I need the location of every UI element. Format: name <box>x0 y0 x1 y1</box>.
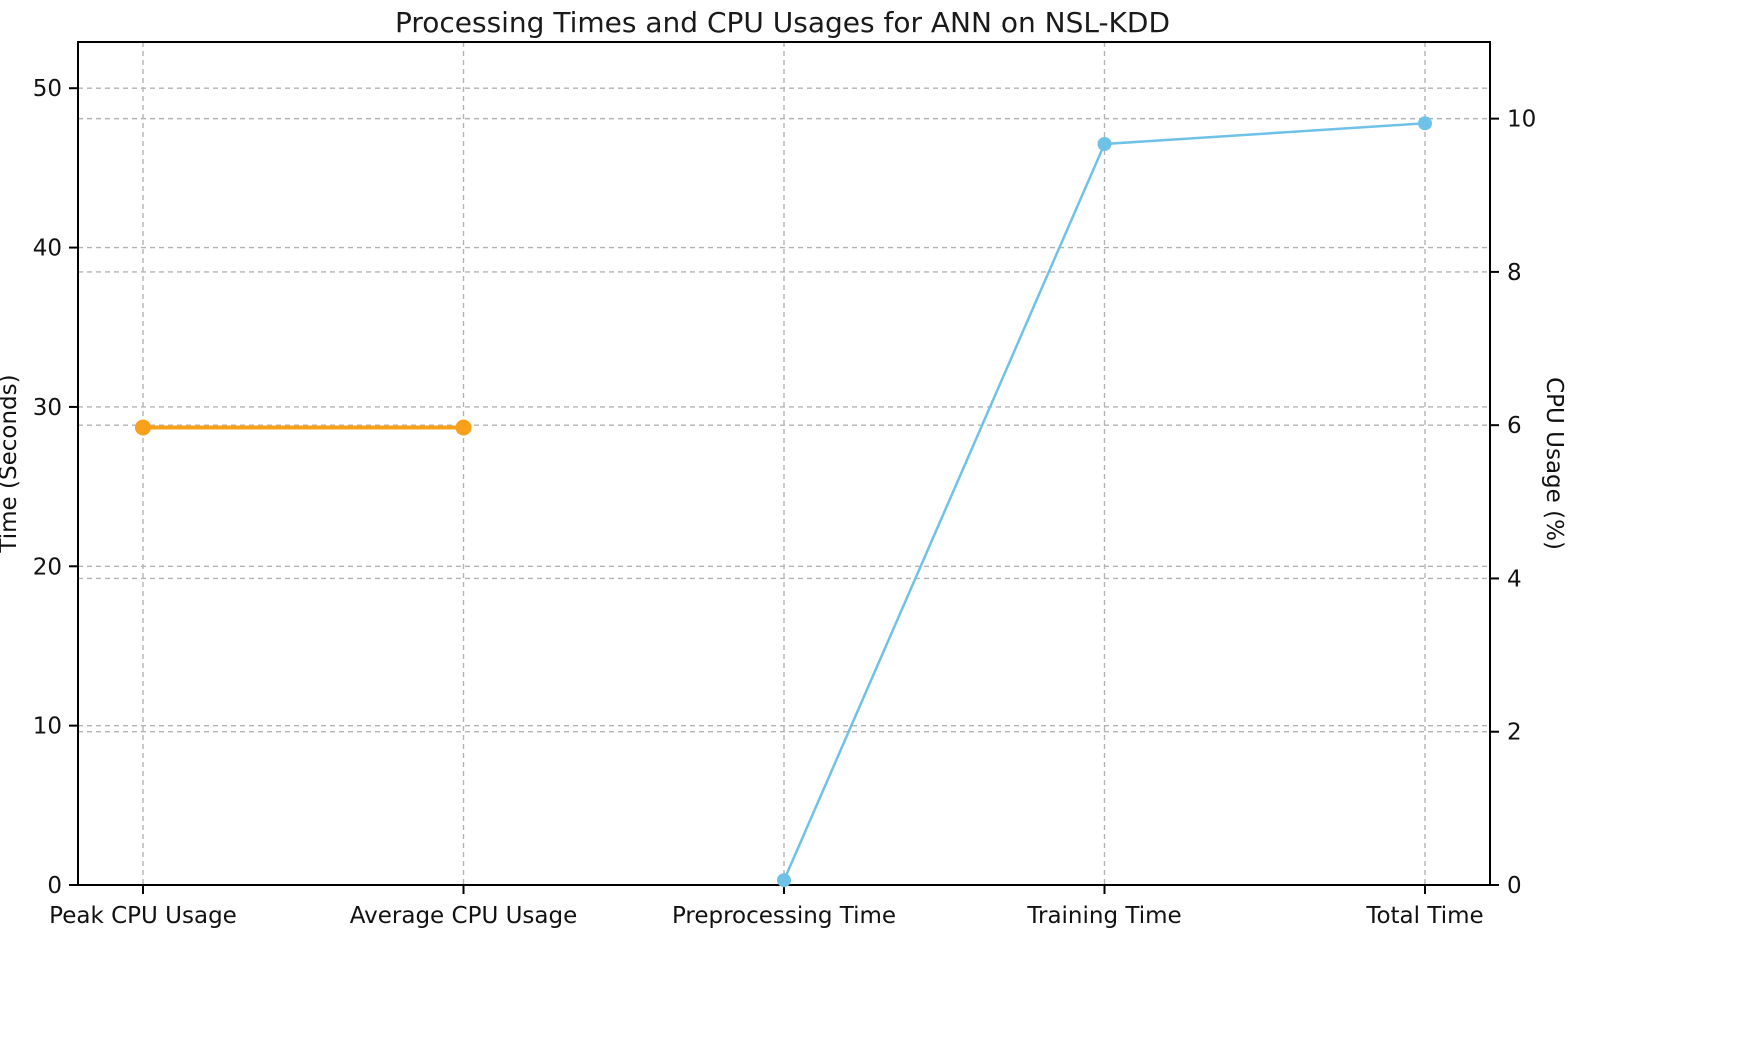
right-tick-label: 0 <box>1507 873 1522 899</box>
x-category-label: Preprocessing Time <box>672 903 896 929</box>
chart-title: Processing Times and CPU Usages for ANN … <box>394 6 1171 39</box>
left-tick-label: 20 <box>33 554 62 580</box>
right-tick-label: 4 <box>1507 566 1522 592</box>
data-point-marker <box>455 419 472 436</box>
data-point-marker <box>1097 136 1112 151</box>
x-category-label: Peak CPU Usage <box>49 903 237 929</box>
left-tick-label: 0 <box>47 873 62 899</box>
right-axis-title: CPU Usage (%) <box>1541 377 1567 550</box>
left-tick-label: 40 <box>33 236 62 262</box>
left-tick-label: 10 <box>33 714 62 740</box>
left-tick-label: 50 <box>33 76 62 102</box>
data-point-marker <box>135 419 151 436</box>
left-tick-label: 30 <box>33 395 62 421</box>
left-axis-title: Time (Seconds) <box>0 374 22 553</box>
x-category-label: Total Time <box>1365 903 1483 929</box>
x-category-label: Training Time <box>1026 903 1181 929</box>
right-tick-label: 2 <box>1507 720 1522 746</box>
gridlines <box>78 42 1490 885</box>
x-category-label: Average CPU Usage <box>350 903 578 929</box>
right-tick-label: 10 <box>1507 107 1536 133</box>
axis-ticks: 0 10 20 30 40 50 0 2 4 6 8 10 Peak CPU Usage Average … <box>33 76 1537 929</box>
data-point-marker <box>777 873 791 888</box>
data-point-marker <box>1418 116 1432 131</box>
right-tick-label: 6 <box>1507 413 1522 439</box>
right-tick-label: 8 <box>1507 260 1522 286</box>
